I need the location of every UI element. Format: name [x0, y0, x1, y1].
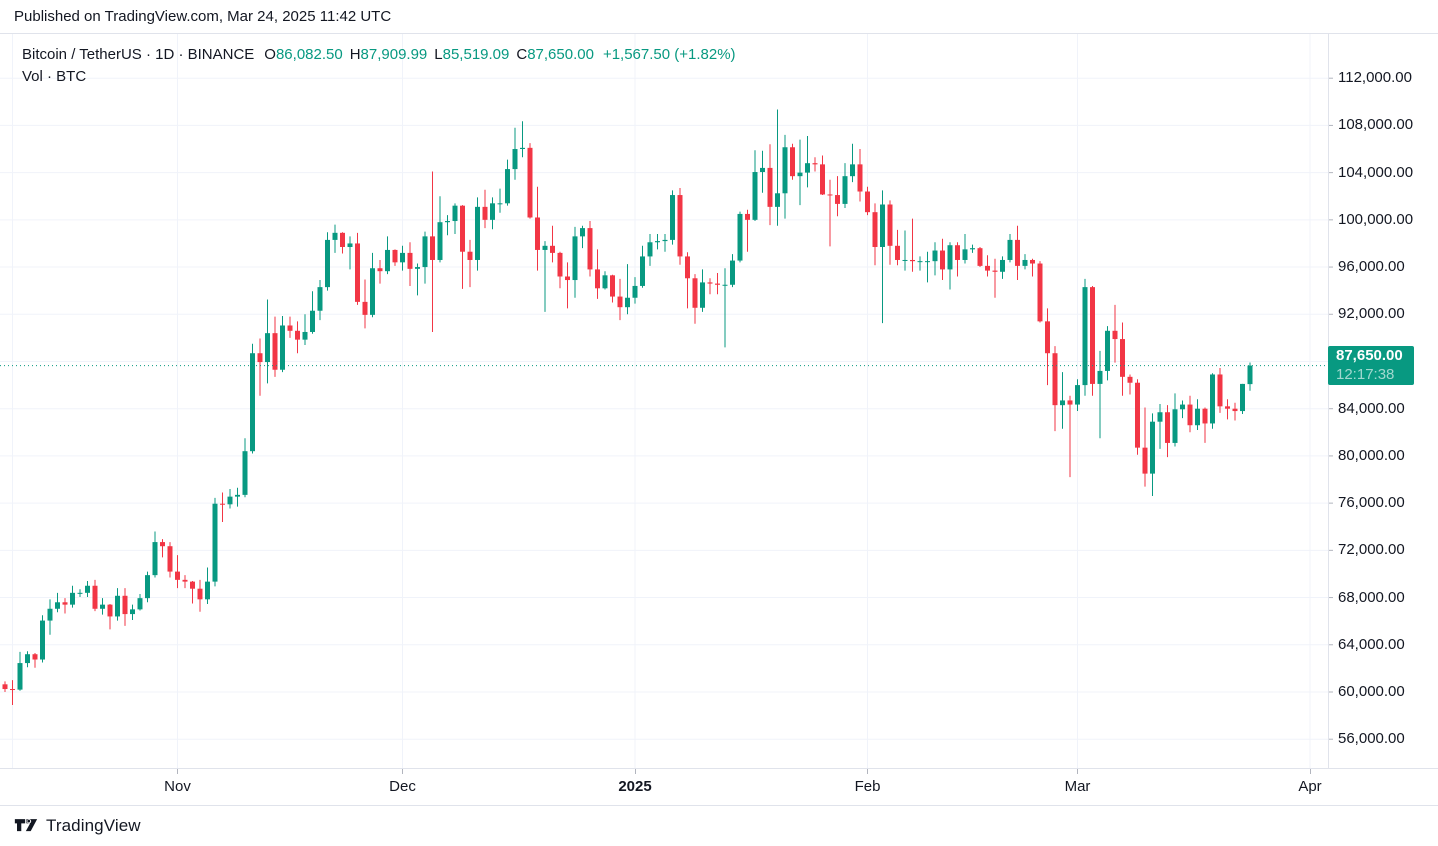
x-axis-label: 2025 [618, 778, 652, 795]
time-axis-tick [1077, 769, 1078, 774]
x-axis-label: Mar [1064, 778, 1091, 795]
symbol-title: Bitcoin / TetherUS · 1D · BINANCE [22, 46, 255, 63]
published-text: Published on TradingView.com, Mar 24, 20… [14, 8, 392, 25]
ohlc-close: C87,650.00 [516, 46, 594, 63]
x-axis-label: Feb [854, 778, 881, 795]
candlesticks [2, 109, 1253, 705]
current-price-label: 87,650.00 12:17:38 [1328, 346, 1414, 386]
footer: TradingView [0, 806, 1438, 846]
x-axis-label: Apr [1298, 778, 1322, 795]
ohlc-high: H87,909.99 [349, 46, 428, 63]
legend-main-row: Bitcoin / TetherUS · 1D · BINANCE O86,082… [22, 44, 736, 65]
tradingview-brand-text: TradingView [46, 816, 141, 835]
time-axis[interactable]: Nov Dec 2025 Feb Mar Apr [0, 768, 1438, 806]
tradingview-link[interactable]: TradingView [14, 813, 141, 839]
time-axis-tick [402, 769, 403, 774]
price-value: 87,650.00 [1336, 347, 1403, 365]
time-axis-tick [177, 769, 178, 774]
ohlc-low: L85,519.09 [434, 46, 510, 63]
time-axis-tick [634, 769, 636, 774]
price-axis-border [1328, 34, 1329, 806]
x-axis-label: Nov [164, 778, 191, 795]
published-bar: Published on TradingView.com, Mar 24, 20… [0, 0, 1438, 34]
bar-countdown: 12:17:38 [1336, 366, 1395, 384]
price-change: +1,567.50 (+1.82%) [602, 46, 736, 63]
gridlines [0, 34, 1333, 768]
symbol-legend: Bitcoin / TetherUS · 1D · BINANCE O86,082… [22, 44, 736, 87]
time-axis-tick [1309, 769, 1311, 774]
volume-indicator-label: Vol · BTC [22, 68, 87, 85]
volume-legend-row: Vol · BTC [22, 66, 736, 87]
ohlc-open: O86,082.50 [264, 46, 343, 63]
tradingview-logo-icon [14, 819, 38, 832]
time-axis-tick [867, 769, 868, 774]
x-axis-label: Dec [389, 778, 416, 795]
